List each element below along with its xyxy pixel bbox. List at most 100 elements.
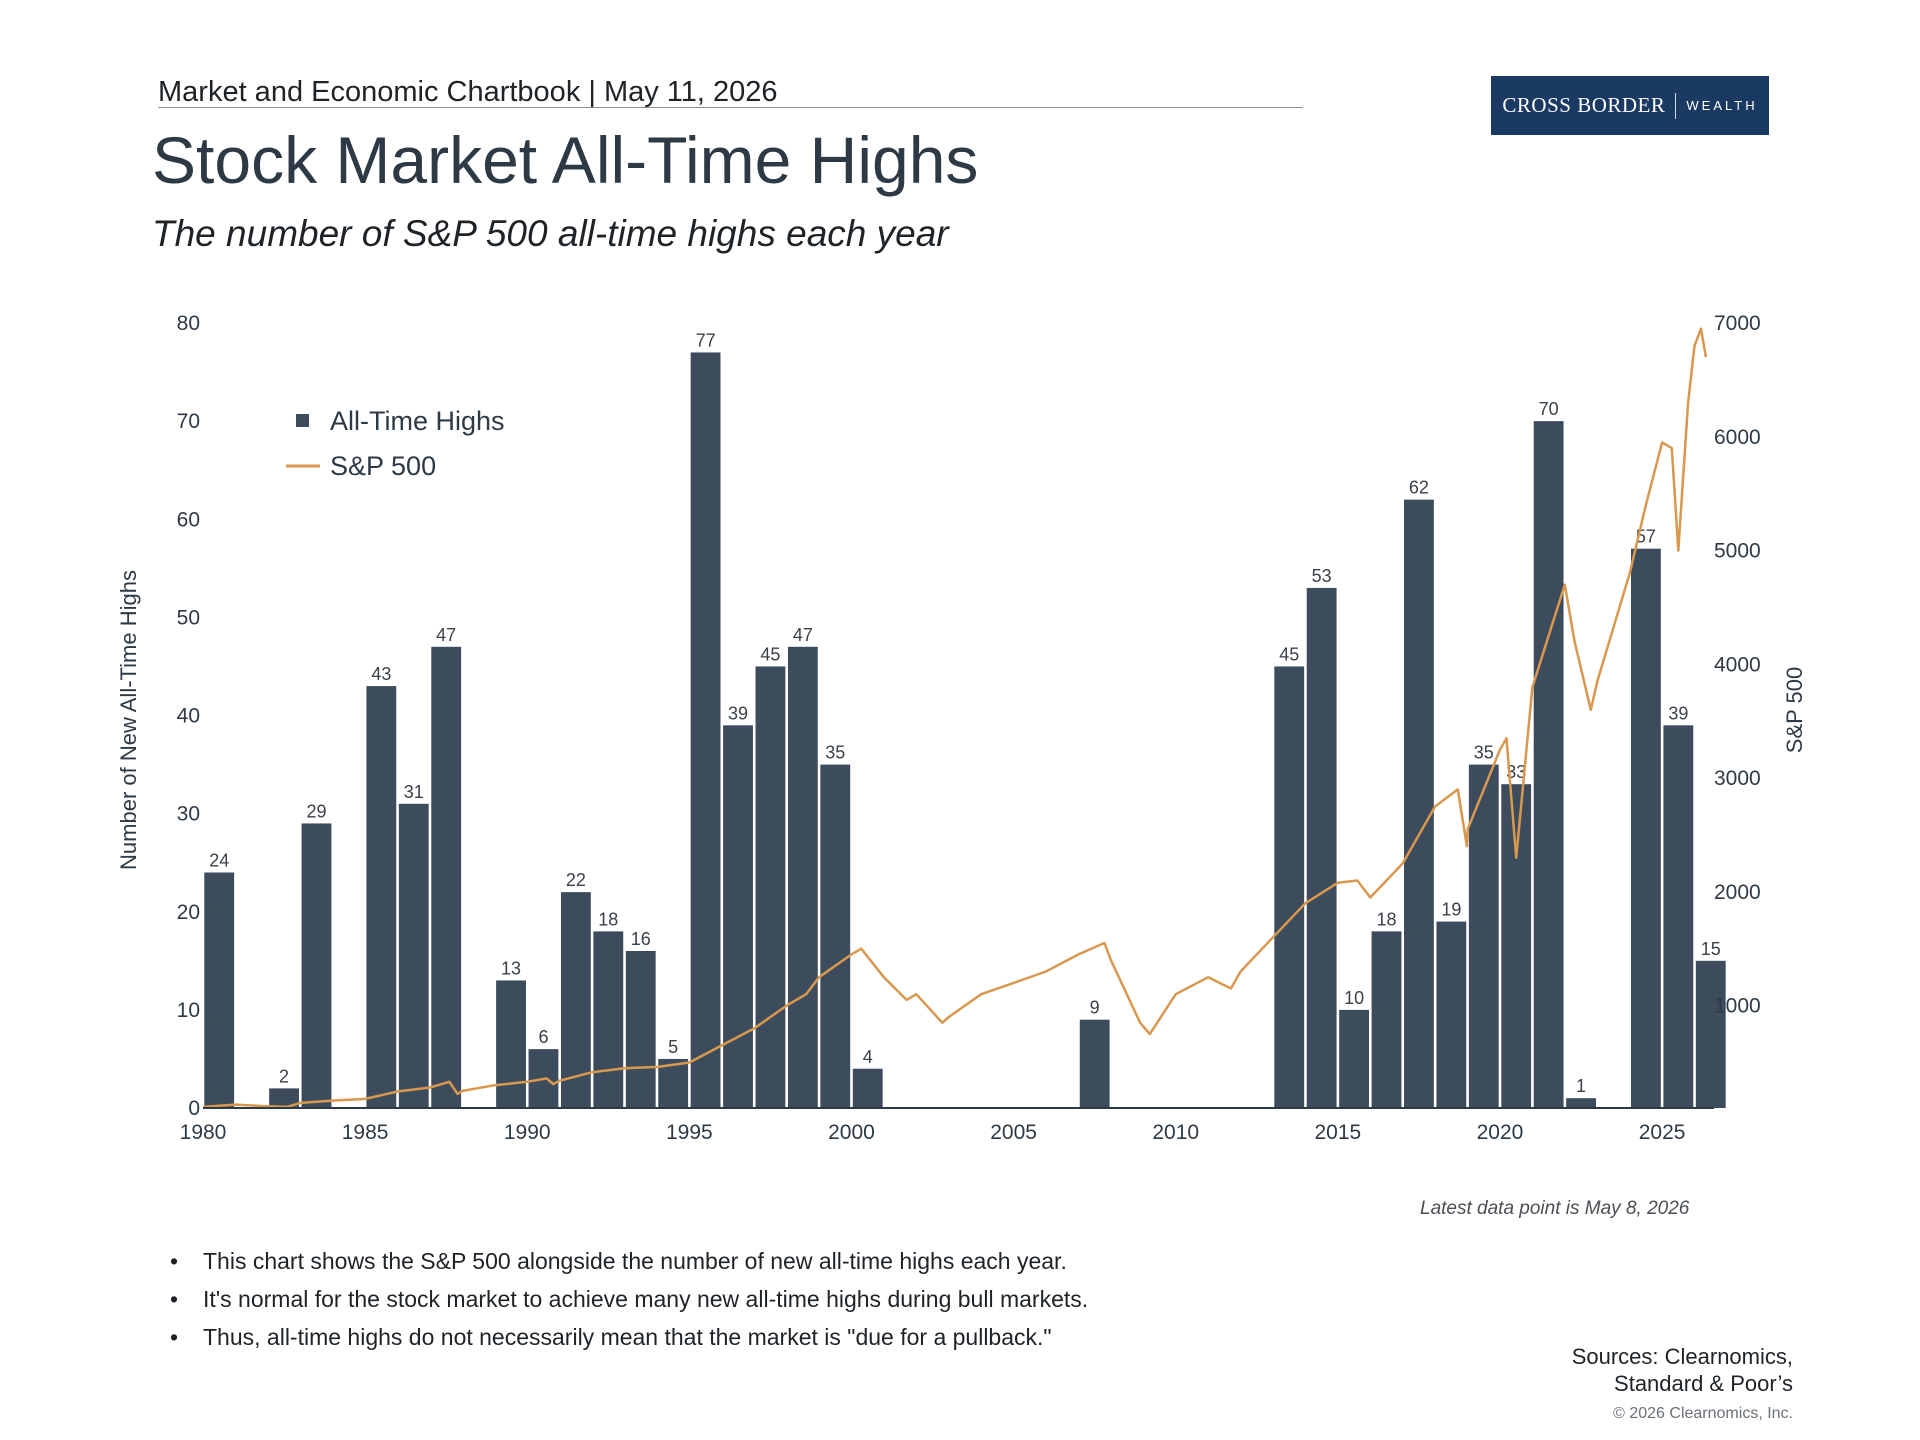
y-left-tick-label: 80: [177, 312, 200, 335]
bar-data-label: 31: [404, 782, 424, 802]
bar-data-label: 22: [566, 870, 586, 890]
y-right-tick-label: 7000: [1714, 312, 1761, 335]
bar-all-time-highs: [204, 872, 235, 1108]
bar-all-time-highs: [625, 951, 656, 1108]
x-tick-label: 1985: [342, 1121, 389, 1144]
bullet-item: • Thus, all-time highs do not necessarily…: [168, 1324, 1088, 1362]
x-tick-label: 1995: [666, 1121, 713, 1144]
logo-separator: [1675, 92, 1677, 119]
bar-all-time-highs: [1501, 784, 1532, 1108]
bar-data-label: 39: [728, 703, 748, 723]
y-left-tick-label: 60: [177, 508, 200, 531]
bullet-dot: •: [170, 1248, 179, 1274]
chartbook-header: Market and Economic Chartbook | May 11, …: [158, 76, 778, 108]
copyright: © 2026 Clearnomics, Inc.: [1613, 1405, 1793, 1422]
bar-data-label: 77: [696, 330, 716, 350]
y-right-axis-title: S&P 500: [1782, 667, 1807, 753]
logo-text-left: CROSS BORDER: [1502, 93, 1666, 117]
y-right-tick-label: 3000: [1714, 767, 1761, 790]
y-right-tick-label: 4000: [1714, 653, 1761, 676]
bullet-text: This chart shows the S&P 500 alongside t…: [203, 1248, 1067, 1274]
bar-all-time-highs: [593, 931, 624, 1108]
bar-data-label: 10: [1344, 988, 1364, 1008]
bar-all-time-highs: [723, 725, 753, 1108]
bar-all-time-highs: [1306, 587, 1337, 1108]
bar-data-label: 45: [760, 644, 780, 664]
bar-data-label: 62: [1409, 478, 1429, 498]
y-left-tick-label: 10: [177, 999, 200, 1022]
bar-all-time-highs: [1468, 764, 1499, 1108]
sp500-line: [202, 327, 1708, 1109]
bullet-text: Thus, all-time highs do not necessarily …: [203, 1324, 1052, 1350]
logo-text-right: WEALTH: [1686, 98, 1758, 113]
legend-label-all-time-highs: All-Time Highs: [330, 406, 505, 436]
bar-data-label: 4: [863, 1047, 873, 1067]
bullet-dot: •: [170, 1324, 179, 1350]
y-left-axis-title: Number of New All-Time Highs: [116, 570, 141, 870]
sources-line: Sources: Clearnomics,: [1571, 1344, 1793, 1369]
bar-all-time-highs: [1274, 666, 1305, 1108]
y-right-tick-label: 2000: [1714, 881, 1761, 904]
bar-data-label: 70: [1539, 399, 1559, 419]
latest-data-note: Latest data point is May 8, 2026: [1420, 1198, 1690, 1219]
bar-data-label: 43: [371, 664, 391, 684]
bar-all-time-highs: [1566, 1098, 1596, 1108]
bar-all-time-highs: [1404, 499, 1434, 1108]
bullet-text: It's normal for the stock market to achi…: [203, 1286, 1089, 1312]
legend-label-sp500: S&P 500: [330, 451, 436, 481]
bar-data-label: 24: [209, 851, 229, 871]
bar-data-label: 53: [1312, 566, 1332, 586]
bar-data-label: 39: [1668, 703, 1688, 723]
bar-all-time-highs: [366, 686, 397, 1108]
y-right-tick-label: 5000: [1714, 540, 1761, 563]
page-subtitle: The number of S&P 500 all-time highs eac…: [152, 213, 949, 254]
bar-data-label: 19: [1441, 900, 1461, 920]
bar-all-time-highs: [1436, 921, 1467, 1108]
y-left-tick-label: 50: [177, 606, 200, 629]
x-tick-label: 2025: [1639, 1121, 1686, 1144]
y-left-tick-label: 20: [177, 901, 200, 924]
bar-data-label: 47: [436, 625, 456, 645]
bar-all-time-highs: [560, 892, 591, 1108]
bar-data-label: 6: [538, 1027, 548, 1047]
bar-all-time-highs: [690, 352, 721, 1108]
bar-all-time-highs: [398, 803, 429, 1108]
bar-all-time-highs: [301, 823, 332, 1108]
x-tick-label: 2005: [990, 1121, 1037, 1144]
bar-all-time-highs: [1533, 421, 1564, 1108]
bar-data-label: 2: [279, 1066, 289, 1086]
x-tick-label: 1980: [180, 1121, 227, 1144]
bar-all-time-highs: [852, 1068, 883, 1108]
x-tick-label: 2000: [828, 1121, 875, 1144]
bar-data-label: 47: [793, 625, 813, 645]
bar-all-time-highs: [431, 646, 462, 1108]
bar-data-label: 18: [1376, 909, 1396, 929]
x-tick-label: 2020: [1477, 1121, 1524, 1144]
bar-data-label: 33: [1506, 762, 1526, 782]
sources-line: Standard & Poor’s: [1614, 1371, 1793, 1396]
bar-all-time-highs: [1371, 931, 1402, 1108]
bar-all-time-highs: [269, 1088, 299, 1108]
x-tick-label: 2015: [1315, 1121, 1362, 1144]
bar-data-label: 57: [1636, 527, 1656, 547]
y-left-tick-label: 30: [177, 803, 200, 826]
bullet-item: • It's normal for the stock market to ach…: [168, 1286, 1088, 1324]
bar-data-label: 5: [668, 1037, 678, 1057]
bar-all-time-highs: [820, 764, 851, 1108]
bar-all-time-highs: [755, 666, 786, 1108]
bar-data-label: 1: [1576, 1076, 1586, 1096]
bar-all-time-highs: [787, 646, 818, 1108]
bar-all-time-highs: [1079, 1019, 1110, 1108]
header-divider: [158, 107, 1303, 108]
bar-data-label: 16: [631, 929, 651, 949]
y-left-tick-label: 40: [177, 705, 200, 728]
bullet-dot: •: [170, 1286, 179, 1312]
bar-data-label: 13: [501, 958, 521, 978]
bar-data-label: 35: [1474, 743, 1494, 763]
bar-all-time-highs: [496, 980, 526, 1108]
bar-data-label: 45: [1279, 644, 1299, 664]
brand-logo: CROSS BORDER WEALTH: [1491, 76, 1769, 135]
bar-data-label: 15: [1701, 939, 1721, 959]
bar-all-time-highs: [1630, 548, 1661, 1108]
